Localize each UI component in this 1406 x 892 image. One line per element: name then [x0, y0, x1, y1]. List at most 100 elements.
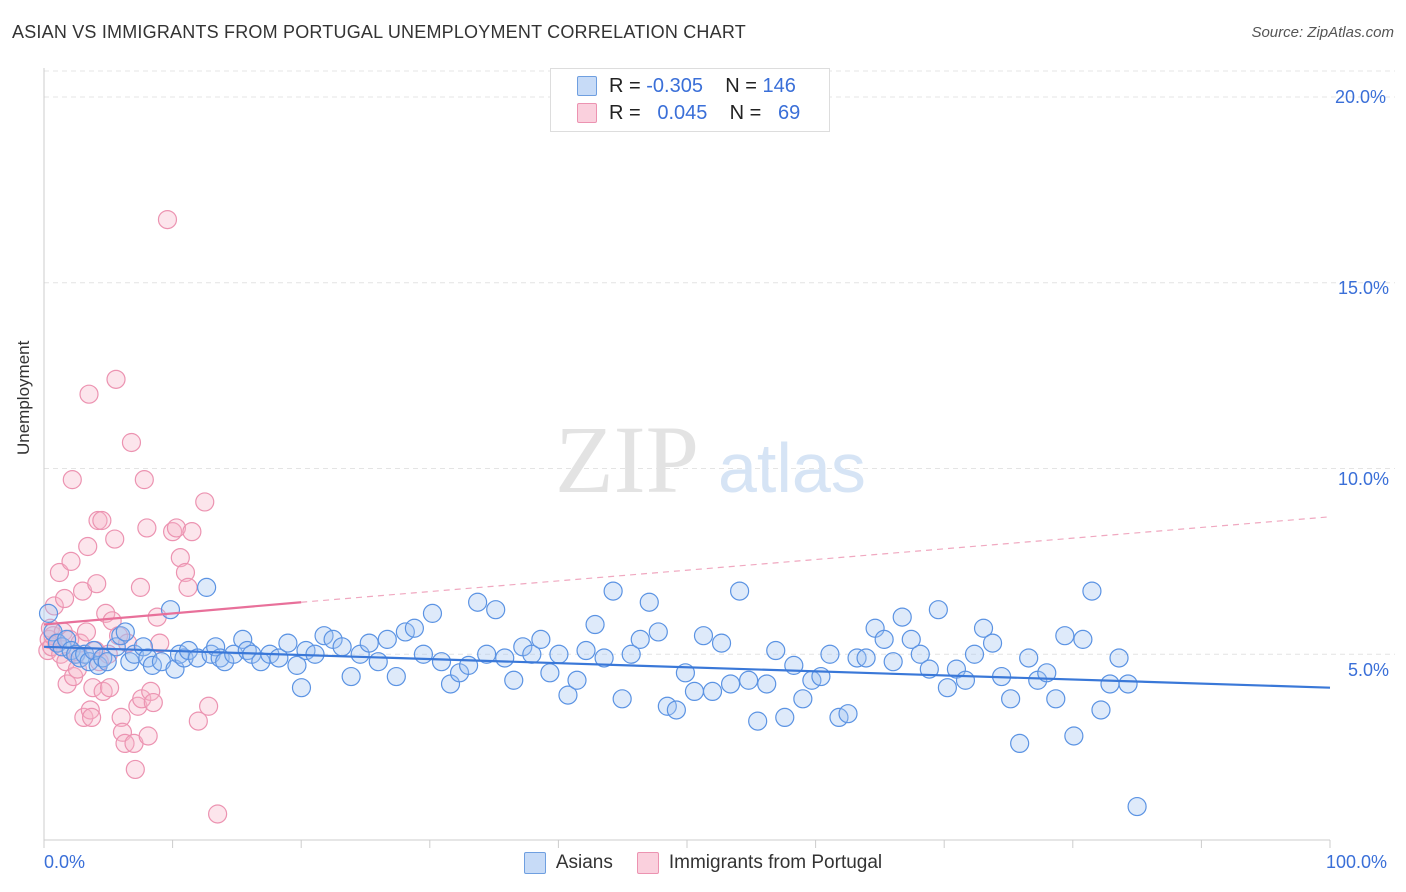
- portugal-swatch-icon: [577, 103, 597, 123]
- legend-item-portugal[interactable]: Immigrants from Portugal: [636, 852, 883, 874]
- asian-point: [115, 622, 135, 642]
- portugal-point: [175, 562, 196, 583]
- portugal-legend-icon: [636, 852, 659, 874]
- asian-point: [341, 666, 361, 687]
- asian-point: [549, 644, 569, 664]
- asian-point: [775, 707, 795, 728]
- portugal-point: [130, 577, 151, 597]
- asian-point: [964, 644, 985, 664]
- portugal-r-value: 0.045: [657, 101, 708, 124]
- portugal-point: [54, 588, 75, 609]
- asian-point: [766, 640, 786, 661]
- portugal-point: [150, 633, 170, 653]
- asian-point: [431, 652, 452, 672]
- portugal-point: [61, 551, 81, 571]
- asian-point: [1082, 581, 1102, 601]
- portugal-point: [74, 707, 94, 728]
- legend-label-portugal: Immigrants from Portugal: [668, 852, 883, 873]
- y-tick-label-15: 15.0%: [1338, 278, 1390, 298]
- asian-point: [739, 670, 759, 690]
- asian-point: [1073, 629, 1093, 649]
- correlation-legend: R = -0.305 N = 146 R = 0.045 N = 69: [550, 68, 830, 132]
- asian-points: [38, 577, 1147, 817]
- asian-point: [928, 600, 948, 620]
- asian-point: [1100, 674, 1120, 694]
- asian-point: [748, 711, 768, 731]
- axes: [43, 68, 1331, 848]
- portugal-point: [166, 518, 187, 538]
- asian-point: [233, 629, 253, 649]
- portugal-point: [121, 432, 142, 453]
- asians-n-label: N =: [725, 74, 757, 97]
- asian-point: [1109, 648, 1129, 668]
- asian-point: [1001, 689, 1021, 709]
- asian-point: [1127, 796, 1147, 817]
- asian-point: [1118, 674, 1138, 694]
- asian-point: [693, 626, 714, 646]
- asian-point: [468, 592, 488, 612]
- portugal-trend-extension: [301, 516, 1331, 603]
- portugal-point: [81, 707, 102, 728]
- asian-point: [1010, 733, 1030, 754]
- asian-point: [955, 670, 976, 690]
- asian-point: [38, 603, 59, 623]
- portugal-point: [111, 707, 131, 728]
- portugal-point: [49, 562, 70, 583]
- portugal-point: [208, 804, 228, 824]
- asians-r-label: R =: [609, 74, 641, 97]
- asian-point: [386, 666, 406, 687]
- portugal-point: [99, 678, 120, 698]
- asian-point: [883, 652, 903, 672]
- portugal-point: [112, 722, 133, 742]
- asian-point: [702, 681, 723, 702]
- asian-point: [486, 600, 506, 620]
- portugal-point: [56, 652, 76, 672]
- asian-point: [666, 700, 686, 720]
- y-tick-label-10: 10.0%: [1338, 469, 1390, 489]
- asian-point: [1046, 689, 1066, 709]
- asian-point: [910, 644, 930, 664]
- asian-point: [404, 618, 424, 638]
- portugal-point: [79, 384, 99, 404]
- portugal-point: [62, 470, 82, 490]
- asian-point: [106, 637, 126, 657]
- asian-point: [919, 659, 939, 679]
- watermark-zip: ZIP: [555, 406, 699, 513]
- asian-point: [711, 633, 732, 653]
- asian-point: [477, 644, 497, 664]
- portugal-point: [170, 548, 190, 568]
- legend-label-asians: Asians: [555, 852, 613, 873]
- asian-point: [639, 592, 659, 612]
- series-legend: Asians Immigrants from Portugal: [0, 852, 1406, 874]
- asian-point: [531, 629, 551, 649]
- asian-point: [291, 678, 312, 698]
- legend-row-asians: R = -0.305 N = 146: [577, 73, 796, 99]
- asian-point: [377, 629, 397, 649]
- portugal-point: [178, 577, 198, 597]
- portugal-point: [138, 726, 158, 746]
- portugal-point: [134, 470, 154, 490]
- portugal-n-label: N =: [729, 101, 762, 124]
- portugal-point: [143, 692, 163, 713]
- legend-item-asians[interactable]: Asians: [523, 852, 613, 874]
- asian-point: [422, 603, 443, 623]
- asian-point: [287, 655, 307, 675]
- portugal-point: [76, 622, 97, 642]
- asians-r-value: -0.305: [646, 74, 703, 97]
- portugal-r-label: R =: [609, 101, 641, 124]
- asians-legend-icon: [523, 852, 546, 874]
- asian-point: [937, 678, 957, 698]
- asian-point: [720, 674, 741, 694]
- y-tick-label-5: 5.0%: [1348, 660, 1390, 680]
- asian-point: [160, 600, 181, 620]
- asian-trend-line: [43, 645, 1331, 689]
- asian-point: [621, 644, 641, 664]
- x-min-label: 0.0%: [44, 852, 86, 872]
- portugal-n-value: 69: [778, 101, 801, 124]
- portugal-point: [92, 510, 112, 531]
- asian-point: [558, 685, 578, 705]
- portugal-point: [80, 700, 100, 720]
- asians-n-value: 146: [762, 74, 796, 97]
- portugal-point: [105, 529, 125, 549]
